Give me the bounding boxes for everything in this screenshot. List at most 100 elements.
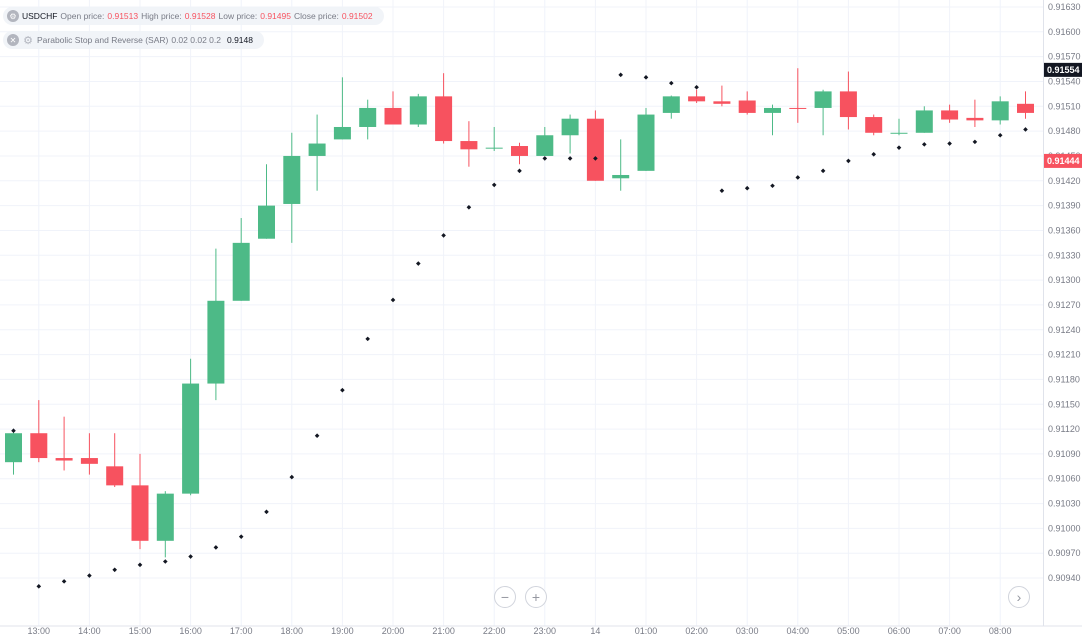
minus-circle-icon: − bbox=[500, 589, 510, 605]
candle-body bbox=[814, 91, 832, 108]
indicator-value: 0.9148 bbox=[226, 35, 253, 45]
legend-open-value: 0.91513 bbox=[107, 11, 139, 21]
zoom-out-button[interactable]: − bbox=[494, 586, 516, 608]
candle-body bbox=[106, 466, 124, 486]
legend-close-value: 0.91502 bbox=[341, 11, 373, 21]
candle-body bbox=[409, 96, 427, 125]
current-price-label: 0.91444 bbox=[1047, 156, 1080, 166]
legend-high-value: 0.91528 bbox=[184, 11, 216, 21]
candle-body bbox=[30, 433, 48, 459]
sar-dot bbox=[820, 168, 826, 174]
scroll-right-button[interactable]: › bbox=[1008, 586, 1030, 608]
sar-dot bbox=[188, 554, 193, 559]
candle-body bbox=[156, 493, 174, 541]
candle-body bbox=[586, 118, 604, 181]
candle-body bbox=[5, 433, 22, 463]
x-tick-label: 19:00 bbox=[331, 626, 354, 636]
candle-body bbox=[232, 242, 250, 301]
sar-dot bbox=[441, 233, 446, 238]
x-tick-label: 07:00 bbox=[938, 626, 961, 636]
sar-dot bbox=[390, 297, 396, 303]
sar-dot bbox=[416, 261, 421, 266]
legend-close-label: Close price: bbox=[293, 11, 339, 21]
sar-dot bbox=[567, 156, 573, 161]
x-tick-label: 21:00 bbox=[432, 626, 455, 636]
sar-dot bbox=[314, 433, 320, 439]
sar-dot bbox=[871, 151, 876, 157]
x-tick-label: 02:00 bbox=[685, 626, 708, 636]
candle-body bbox=[839, 91, 857, 118]
sar-dot bbox=[846, 158, 851, 164]
y-tick-label: 0.91240 bbox=[1048, 325, 1081, 335]
candle-body bbox=[182, 383, 200, 494]
y-tick-label: 0.91390 bbox=[1048, 201, 1081, 211]
current-price-label-bg bbox=[1044, 153, 1082, 168]
y-tick-label: 0.91510 bbox=[1048, 101, 1081, 111]
zoom-in-button[interactable]: + bbox=[525, 586, 547, 608]
sar-dot bbox=[618, 72, 623, 78]
y-tick-label: 0.91570 bbox=[1048, 52, 1081, 62]
candle-body bbox=[485, 147, 503, 149]
x-tick-label: 05:00 bbox=[837, 626, 860, 636]
legend-low-value: 0.91495 bbox=[260, 11, 291, 21]
y-tick-label: 0.90970 bbox=[1048, 548, 1081, 558]
sar-dot bbox=[719, 188, 725, 194]
sar-dot bbox=[517, 168, 522, 174]
sar-dot bbox=[112, 567, 117, 573]
candle-body bbox=[333, 126, 351, 140]
y-tick-label: 0.91150 bbox=[1048, 399, 1080, 409]
y-tick-label: 0.91060 bbox=[1048, 474, 1081, 484]
y-tick-label: 0.91480 bbox=[1048, 126, 1081, 136]
sar-dot bbox=[694, 84, 699, 90]
sar-dot bbox=[289, 474, 295, 480]
y-tick-label: 0.91630 bbox=[1048, 2, 1081, 12]
sar-dot bbox=[669, 80, 674, 86]
candle-body bbox=[612, 174, 630, 179]
sar-dot bbox=[163, 559, 168, 564]
candle-body bbox=[991, 101, 1009, 121]
candle-body bbox=[359, 107, 377, 127]
sar-dot bbox=[213, 545, 219, 550]
close-icon[interactable]: ✕ bbox=[7, 34, 19, 46]
sar-dot bbox=[238, 534, 244, 539]
y-tick-label: 0.91600 bbox=[1048, 27, 1081, 37]
y-tick-label: 0.91180 bbox=[1048, 374, 1080, 384]
indicator-legend: ✕ ⚙ Parabolic Stop and Reverse (SAR) 0.0… bbox=[3, 31, 264, 49]
candle-body bbox=[764, 107, 781, 113]
candle-body bbox=[258, 205, 275, 239]
candle-body bbox=[384, 107, 402, 125]
last-price-label-bg bbox=[1044, 62, 1082, 77]
last-price-label: 0.91554 bbox=[1047, 65, 1080, 75]
sar-dot bbox=[1023, 127, 1028, 132]
gear-icon[interactable]: ⚙ bbox=[23, 34, 33, 47]
sar-dot bbox=[922, 142, 927, 147]
candle-body bbox=[662, 96, 680, 113]
candle-body bbox=[789, 107, 807, 109]
legend-high-label: High price: bbox=[141, 11, 182, 21]
candle-body bbox=[460, 141, 478, 150]
sar-dot bbox=[744, 185, 750, 191]
sar-dot bbox=[137, 562, 143, 568]
y-tick-label: 0.91000 bbox=[1048, 523, 1081, 533]
legend-low-label: Low price: bbox=[218, 11, 258, 21]
candle-body bbox=[1017, 103, 1034, 113]
x-tick-label: 08:00 bbox=[989, 626, 1012, 636]
candle-body bbox=[915, 110, 933, 133]
candle-body bbox=[511, 146, 528, 156]
sar-dot bbox=[997, 132, 1003, 138]
gear-icon[interactable]: ⚙ bbox=[7, 10, 19, 22]
legend-symbol: USDCHF bbox=[22, 11, 58, 21]
candle-body bbox=[637, 114, 655, 171]
legend-open-label: Open price: bbox=[60, 11, 105, 21]
sar-dot bbox=[61, 579, 67, 584]
y-tick-label: 0.91090 bbox=[1048, 449, 1081, 459]
x-tick-label: 17:00 bbox=[230, 626, 253, 636]
x-tick-label: 15:00 bbox=[129, 626, 152, 636]
sar-dot bbox=[36, 584, 42, 589]
indicator-name: Parabolic Stop and Reverse (SAR) bbox=[37, 35, 169, 45]
symbol-legend: ⚙ USDCHF Open price: 0.91513 High price:… bbox=[3, 7, 384, 25]
y-tick-label: 0.91360 bbox=[1048, 225, 1081, 235]
sar-dot bbox=[87, 573, 92, 578]
